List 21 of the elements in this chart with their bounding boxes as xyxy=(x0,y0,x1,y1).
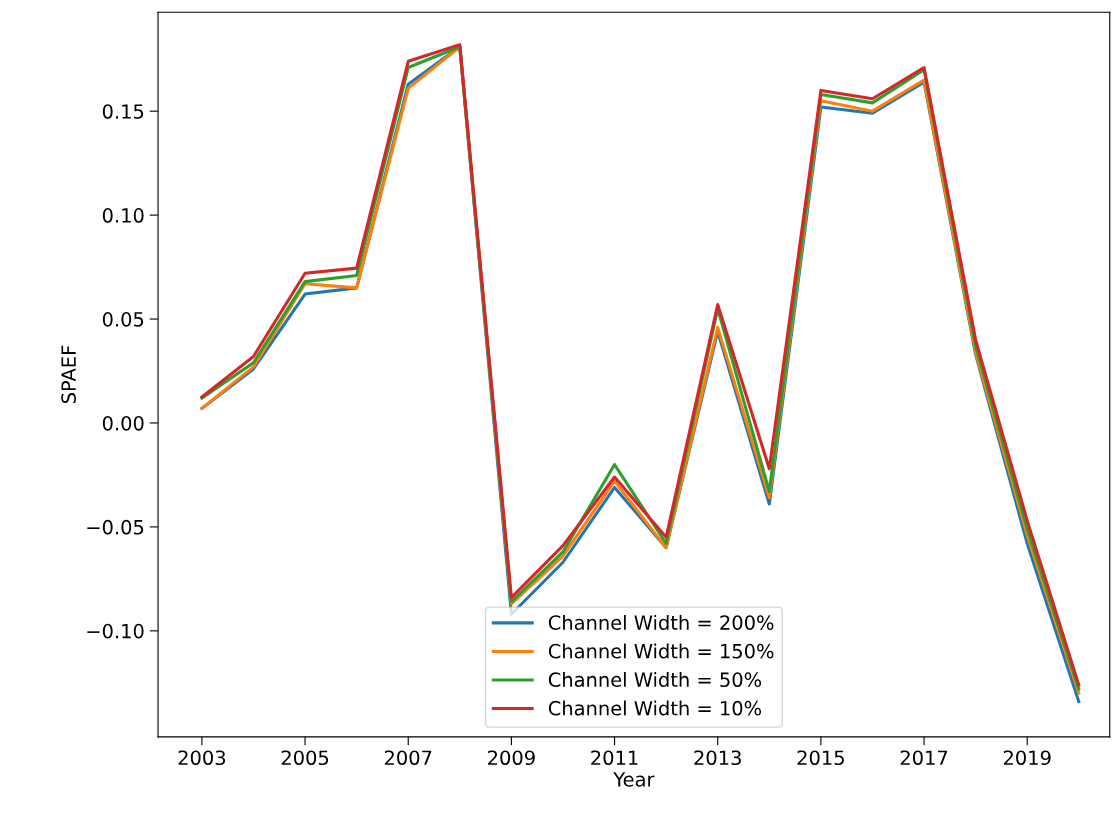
y-tick-label: 0.10 xyxy=(102,208,144,223)
x-tick-label: 2005 xyxy=(281,750,329,766)
y-tick-label: 0.05 xyxy=(102,312,144,327)
x-tick-label: 2009 xyxy=(488,750,535,766)
x-tick-label: 2003 xyxy=(178,750,226,766)
x-tick-label: 2017 xyxy=(900,750,948,766)
legend-label: Channel Width = 50% xyxy=(548,671,762,688)
x-tick-label: 2007 xyxy=(384,750,432,766)
legend-label: Channel Width = 150% xyxy=(548,643,774,659)
x-tick-label: 2013 xyxy=(694,750,741,766)
y-tick-label: 0.00 xyxy=(102,415,144,431)
x-axis-title: Year xyxy=(613,772,655,787)
legend-label: Channel Width = 200% xyxy=(548,614,774,630)
x-tick-label: 2015 xyxy=(797,750,844,766)
x-tick-label: 2019 xyxy=(1003,750,1051,766)
legend-label: Channel Width = 10% xyxy=(548,700,762,716)
y-tick-label: −0.05 xyxy=(87,519,144,535)
x-tick-label: 2011 xyxy=(591,750,638,766)
y-tick-label: −0.10 xyxy=(87,623,144,639)
y-axis-title: SPAEF xyxy=(61,345,76,404)
y-tick-label: 0.15 xyxy=(102,104,144,119)
